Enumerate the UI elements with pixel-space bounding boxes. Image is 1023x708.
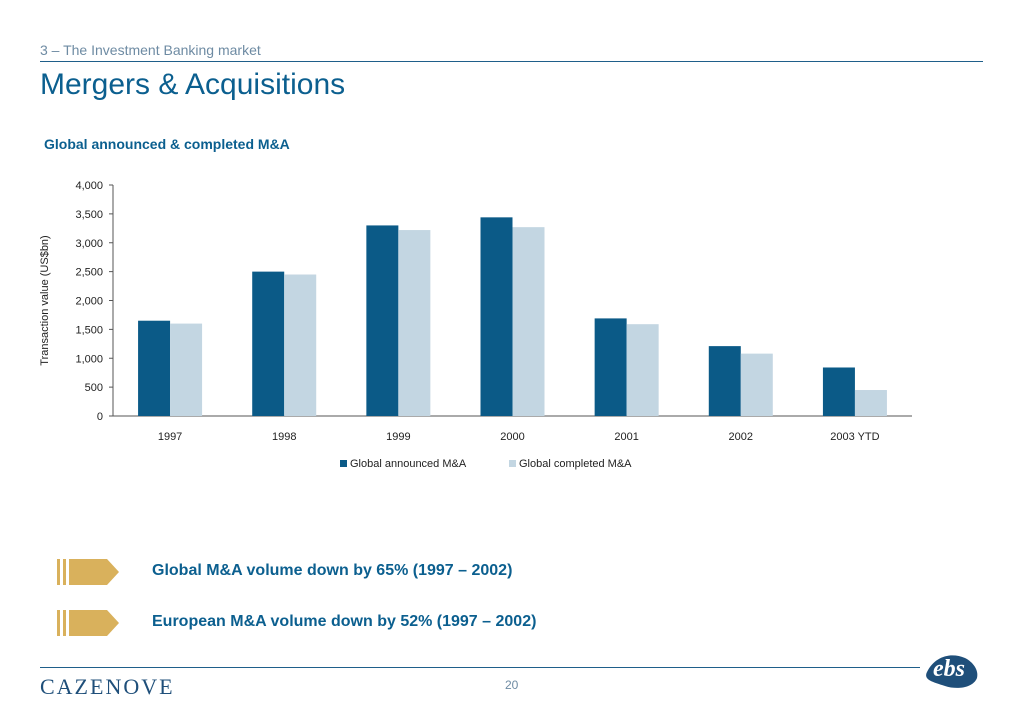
bar-completed — [284, 274, 317, 416]
x-tick-label: 2003 YTD — [830, 431, 879, 443]
footer-divider — [40, 667, 920, 668]
y-axis-label: Transaction value (US$bn) — [39, 235, 51, 365]
y-tick-label: 3,000 — [75, 238, 103, 250]
bar-announced — [480, 217, 513, 416]
x-tick-label: 2001 — [614, 431, 638, 443]
page-number: 20 — [505, 678, 519, 692]
legend-swatch — [509, 460, 516, 467]
bullet-text: Global M&A volume down by 65% (1997 – 20… — [152, 562, 513, 579]
bar-announced — [594, 318, 627, 416]
bar-completed — [512, 227, 545, 416]
brand-logo: CAZENOVE — [40, 674, 175, 699]
bar-completed — [170, 323, 203, 416]
bullet-item: European M&A volume down by 52% (1997 – … — [57, 610, 757, 636]
header-divider — [40, 61, 983, 62]
legend-label: Global completed M&A — [519, 458, 632, 470]
bar-completed — [398, 230, 431, 416]
x-tick-label: 1999 — [386, 431, 410, 443]
y-tick-label: 2,500 — [75, 267, 103, 279]
y-tick-label: 1,000 — [75, 353, 103, 365]
bar-completed — [626, 324, 659, 416]
ebs-logo: ebs — [926, 655, 978, 688]
chart-title: Global announced & completed M&A — [44, 136, 290, 152]
bar-announced — [366, 225, 399, 416]
y-tick-label: 500 — [85, 382, 103, 394]
x-tick-label: 1997 — [158, 431, 182, 443]
bar-announced — [708, 346, 741, 416]
bullet-item: Global M&A volume down by 65% (1997 – 20… — [57, 559, 757, 585]
y-tick-label: 0 — [97, 411, 103, 423]
bar-announced — [138, 320, 171, 416]
y-tick-label: 4,000 — [75, 180, 103, 192]
x-tick-label: 2002 — [729, 431, 753, 443]
y-tick-label: 2,000 — [75, 296, 103, 308]
section-title: 3 – The Investment Banking market — [40, 42, 261, 58]
legend-swatch — [340, 460, 347, 467]
y-tick-label: 1,500 — [75, 324, 103, 336]
bar-announced — [252, 271, 285, 416]
bar-completed — [854, 390, 887, 416]
page-title: Mergers & Acquisitions — [40, 68, 346, 101]
y-tick-label: 3,500 — [75, 209, 103, 221]
x-tick-label: 1998 — [272, 431, 296, 443]
bar-chart: 0 500 1,000 1,500 2,000 2,500 3,000 3,500 4,000 T… — [39, 180, 912, 470]
logo-text: ebs — [933, 656, 965, 682]
bullet-text: European M&A volume down by 52% (1997 – … — [152, 613, 537, 630]
x-tick-label: 2000 — [500, 431, 524, 443]
arrow-bullet-icon — [57, 559, 119, 585]
legend-label: Global announced M&A — [350, 458, 467, 470]
bar-completed — [740, 353, 773, 416]
bar-announced — [822, 367, 855, 416]
arrow-bullet-icon — [57, 610, 119, 636]
